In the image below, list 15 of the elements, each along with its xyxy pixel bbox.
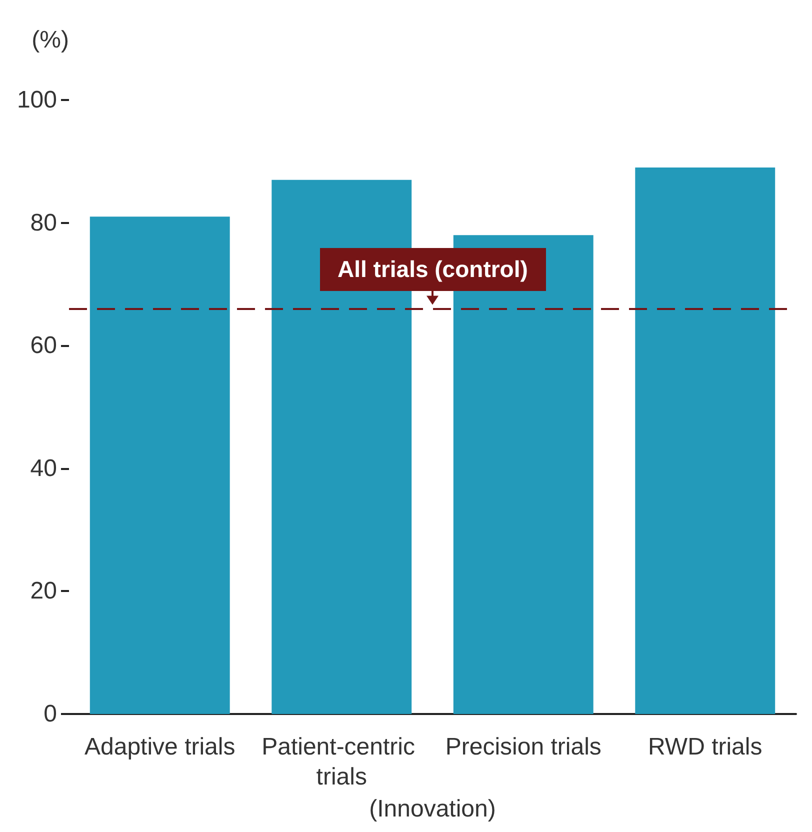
bar (635, 168, 776, 714)
ref-line-label: All trials (control) (320, 248, 546, 291)
y-axis-title: (%) (32, 26, 69, 54)
y-tick-label: 60 (30, 332, 57, 360)
y-tick-label: 80 (30, 209, 57, 236)
y-tick-label: 40 (30, 454, 57, 482)
y-tick-label: 20 (30, 578, 57, 605)
bar (90, 216, 230, 714)
y-tick-label: 0 (44, 700, 57, 728)
x-tick-label: Precision trials (445, 734, 602, 760)
x-tick-label: RWD trials (648, 734, 762, 760)
x-axis-title: (Innovation) (369, 795, 496, 822)
x-tick-label: Adaptive trials (84, 734, 236, 760)
x-tick-label: Patient-centric trials (262, 734, 422, 790)
y-tick-label: 100 (16, 86, 57, 114)
